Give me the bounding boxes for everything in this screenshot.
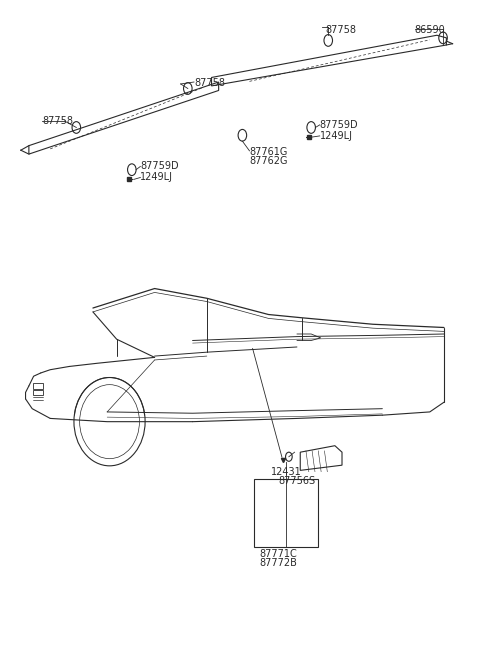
- Text: 87756S: 87756S: [278, 476, 315, 487]
- Bar: [254, 479, 318, 547]
- Text: 87771C: 87771C: [259, 548, 297, 559]
- Text: 87758: 87758: [194, 79, 225, 88]
- Text: 87759D: 87759D: [320, 120, 359, 130]
- Text: 86590: 86590: [415, 25, 445, 35]
- Text: 87758: 87758: [325, 25, 356, 35]
- Text: 87762G: 87762G: [250, 156, 288, 166]
- Text: 87772B: 87772B: [259, 558, 297, 569]
- Text: 1249LJ: 1249LJ: [140, 172, 173, 183]
- Text: 12431: 12431: [271, 466, 301, 477]
- Text: 87758: 87758: [42, 116, 73, 126]
- Text: 87761G: 87761G: [250, 147, 288, 157]
- Text: 1249LJ: 1249LJ: [320, 131, 353, 141]
- Text: 87759D: 87759D: [140, 161, 179, 172]
